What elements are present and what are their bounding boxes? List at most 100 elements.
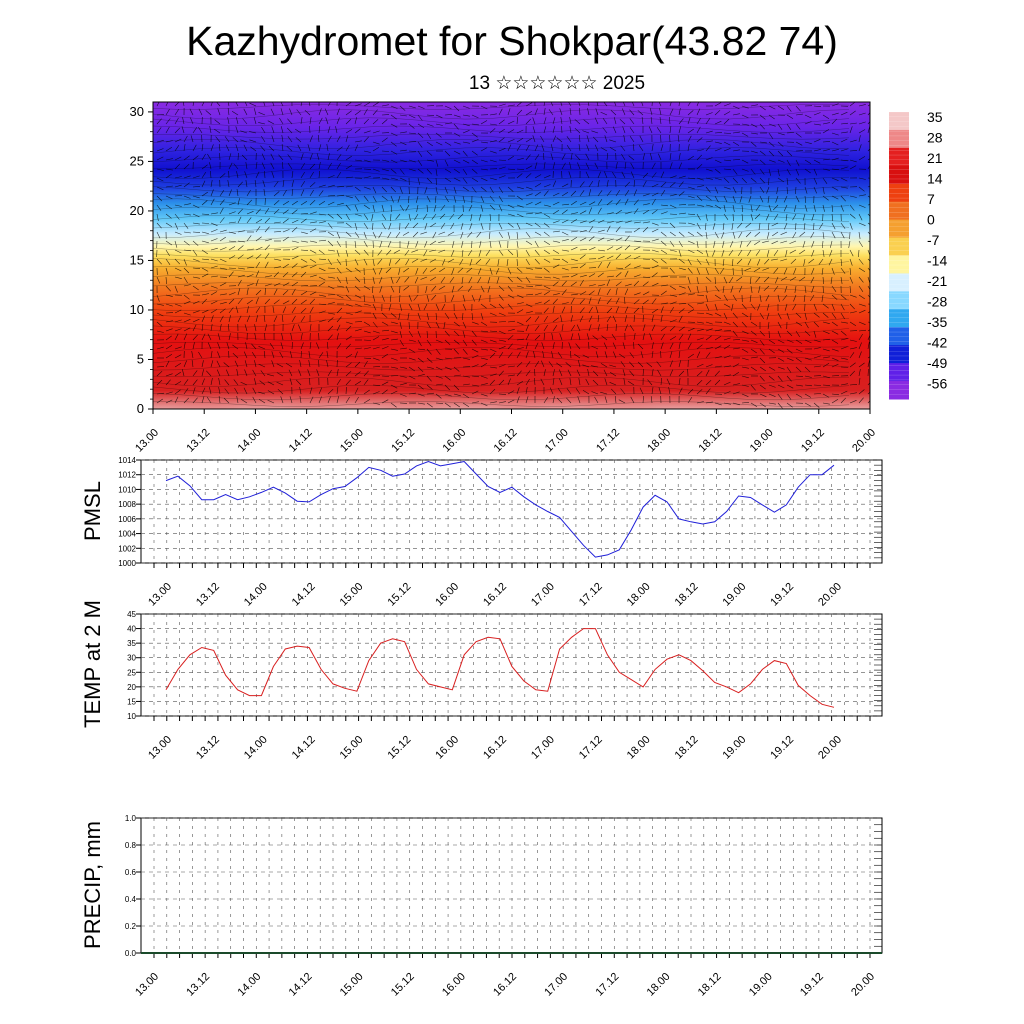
wind-barb [552,258,561,260]
wind-barb [624,306,629,314]
wind-barb [867,195,870,198]
x-tick-label: 13.00 [146,581,174,609]
wind-barb [318,239,327,242]
wind-barb [696,329,704,332]
wind-barb [759,357,766,364]
wind-barb [570,297,575,305]
wind-barb [270,162,275,170]
wind-barb [767,222,770,231]
wind-barb [556,137,563,143]
wind-barb [651,282,659,287]
wind-barb [461,240,464,248]
y-tick-label: 0.2 [125,922,137,931]
wind-barb [668,387,671,395]
wind-barb [830,276,833,284]
wind-barb [777,384,785,389]
wind-barb [678,370,685,377]
wind-barb [604,171,608,179]
wind-barb [606,255,614,260]
wind-barb [822,249,825,257]
wind-barb [804,312,807,320]
wind-barb [165,345,173,350]
wind-barb [489,140,497,143]
colorbar-segment [889,237,909,256]
wind-barb [660,302,668,305]
wind-barb [209,162,212,170]
wind-barb [489,303,497,308]
colorbar-segment [889,183,909,203]
wind-barb [435,132,442,138]
wind-barb [280,126,284,134]
wind-barb [254,378,257,386]
contour-line [153,104,850,110]
wind-barb [858,104,866,107]
wind-barb [480,147,488,152]
wind-barb [291,263,298,269]
x-tick-label: 15.12 [385,581,413,609]
wind-barb [156,379,163,386]
wind-barb [210,275,218,278]
wind-barb [795,393,803,398]
wind-barb [748,195,752,203]
wind-barb [639,387,644,395]
wind-barb [426,132,432,140]
wind-barb [426,357,433,363]
wind-barb [417,357,424,363]
wind-barb [277,388,284,395]
wind-barb [840,330,847,336]
wind-barb [299,360,302,368]
wind-barb [291,188,294,197]
wind-barb [267,399,275,404]
wind-barb [335,126,338,134]
y-tick-label: 45 [127,610,136,619]
wind-barb [525,222,533,227]
wind-barb [543,222,550,228]
wind-barb [552,192,560,197]
wind-barb [264,261,269,269]
wind-barb [795,159,800,167]
wind-barb [498,294,504,301]
wind-barb [264,208,270,215]
wind-barb [381,213,387,220]
wind-barb [264,283,272,287]
wind-barb [389,258,392,266]
wind-barb [622,102,626,107]
wind-barb [597,219,605,224]
wind-barb [570,266,579,269]
wind-barb [755,276,761,283]
wind-barb [235,126,239,134]
wind-barb [687,110,694,116]
wind-barb [372,357,380,361]
wind-barb [252,369,257,377]
wind-barb [732,267,734,276]
wind-barb [264,244,270,251]
wind-barb [550,102,554,107]
wind-barb [298,324,302,332]
wind-barb [641,117,644,125]
wind-barb [759,195,764,203]
wind-barb [651,272,658,278]
wind-barb [525,311,533,314]
wind-barb [462,130,470,134]
wind-barb [615,162,618,170]
wind-barb [606,200,613,206]
wind-barb [585,378,590,386]
wind-barb [399,159,407,163]
wind-barb [811,249,815,257]
wind-barb [575,154,581,161]
wind-barb [552,306,555,314]
wind-barb [270,108,275,116]
x-tick-label: 19.00 [720,734,748,762]
wind-barb [280,342,284,350]
wind-barb [336,194,345,197]
wind-barb [705,294,709,302]
y-tick-label: 1006 [118,515,136,524]
wind-barb [578,333,581,341]
wind-barb [165,158,173,161]
wind-barb [705,369,710,377]
wind-barb [318,319,326,323]
x-tick-label: 20.00 [816,734,844,762]
wind-barb [215,136,221,143]
wind-barb [813,347,821,350]
wind-barb [387,231,392,239]
